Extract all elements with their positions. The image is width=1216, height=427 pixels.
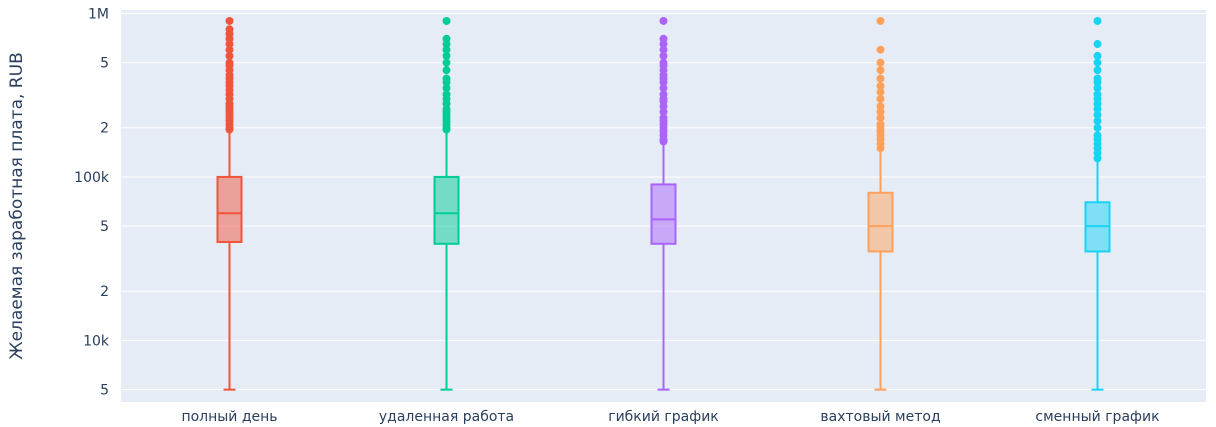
outlier-point xyxy=(442,66,451,75)
outlier-point xyxy=(659,34,668,43)
outlier-point xyxy=(659,113,668,122)
outlier-point xyxy=(876,113,885,122)
outlier-point xyxy=(225,25,234,34)
outlier-point xyxy=(442,83,451,92)
y-axis-ticks: 5 10k 2 5 100k 2 5 1M xyxy=(74,6,110,398)
outlier-point xyxy=(442,34,451,43)
box-group xyxy=(433,16,460,391)
y-axis-title: Желаемая заработная плата, RUB xyxy=(7,52,27,359)
outlier-point xyxy=(442,90,451,99)
outlier-point xyxy=(1093,58,1102,67)
outlier-point xyxy=(442,51,451,60)
x-tick-label: гибкий график xyxy=(608,409,719,425)
box-group xyxy=(1084,16,1111,391)
iqr-box xyxy=(216,175,243,243)
x-tick-label: удаленная работа xyxy=(379,409,514,425)
outlier-point xyxy=(1093,40,1102,49)
x-tick-label: вахтовый метод xyxy=(820,409,940,425)
y-tick-label: 5 xyxy=(100,219,109,235)
outlier-point xyxy=(876,88,885,97)
outlier-point xyxy=(659,16,668,25)
outlier-point xyxy=(659,90,668,99)
y-tick-label: 5 xyxy=(100,383,109,399)
boxes xyxy=(216,16,1111,391)
outlier-point xyxy=(876,94,885,103)
outlier-point xyxy=(1093,110,1102,119)
y-tick-label: 2 xyxy=(100,284,109,300)
x-tick-label: сменный график xyxy=(1035,409,1159,425)
outlier-point xyxy=(876,120,885,129)
outlier-point xyxy=(1093,66,1102,75)
outlier-point xyxy=(1093,74,1102,83)
box-group xyxy=(216,16,243,391)
outlier-point xyxy=(659,51,668,60)
y-tick-label: 2 xyxy=(100,121,109,137)
iqr-box xyxy=(867,191,894,253)
outlier-point xyxy=(1093,123,1102,132)
outlier-point xyxy=(659,58,668,67)
outlier-point xyxy=(442,74,451,83)
outlier-point xyxy=(1093,90,1102,99)
outlier-point xyxy=(225,51,234,60)
y-tick-label: 5 xyxy=(100,56,109,72)
outlier-point xyxy=(876,81,885,90)
outlier-point xyxy=(659,83,668,92)
box-group xyxy=(867,16,894,391)
outlier-point xyxy=(225,45,234,54)
outlier-point xyxy=(1093,16,1102,25)
box-group xyxy=(650,16,677,391)
outlier-point xyxy=(442,45,451,54)
outlier-point xyxy=(876,58,885,67)
outlier-point xyxy=(442,16,451,25)
outlier-point xyxy=(1093,83,1102,92)
iqr-box xyxy=(650,183,677,245)
outlier-point xyxy=(1093,131,1102,140)
outlier-point xyxy=(1093,51,1102,60)
outlier-point xyxy=(876,74,885,83)
outlier-point xyxy=(225,58,234,67)
outlier-point xyxy=(442,58,451,67)
outlier-point xyxy=(876,16,885,25)
y-tick-label: 1M xyxy=(88,6,109,22)
outlier-point xyxy=(876,45,885,54)
outlier-point xyxy=(876,102,885,111)
iqr-box xyxy=(433,175,460,245)
y-tick-label: 10k xyxy=(83,333,110,349)
outlier-point xyxy=(659,45,668,54)
x-tick-label: полный день xyxy=(181,409,277,425)
x-axis-ticks: полный день удаленная работа гибкий график… xyxy=(181,409,1159,425)
outlier-point xyxy=(1093,116,1102,125)
outlier-point xyxy=(876,66,885,75)
outlier-point xyxy=(225,16,234,25)
y-tick-label: 100k xyxy=(74,170,110,186)
